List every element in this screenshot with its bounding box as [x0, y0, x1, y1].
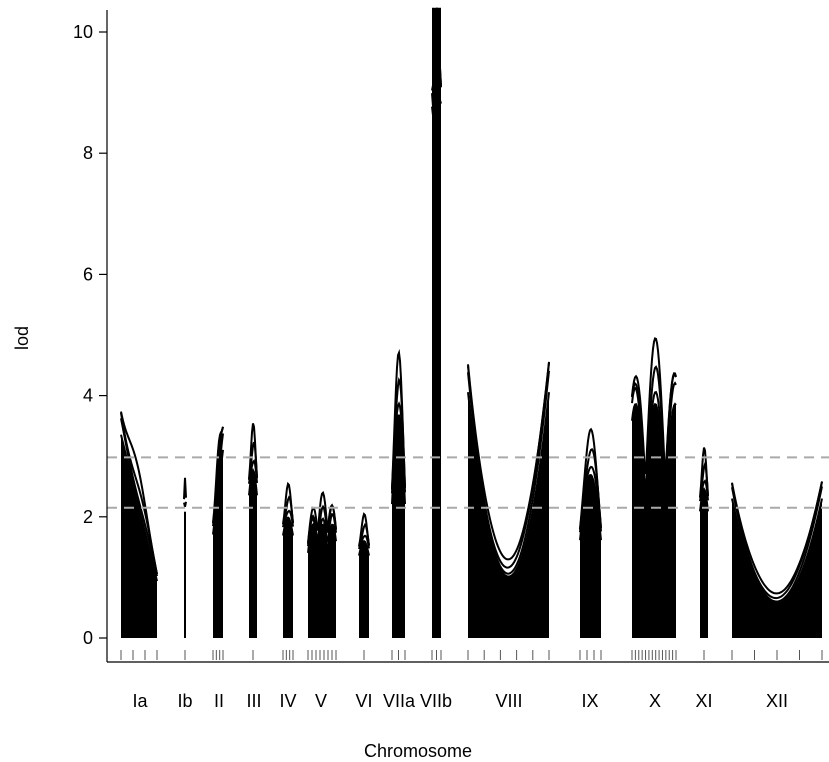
chromosome-label-XI: XI [695, 691, 712, 711]
chromosome-label-Ib: Ib [177, 691, 192, 711]
y-tick-label-6: 6 [83, 264, 93, 284]
chromosome-label-III: III [246, 691, 261, 711]
chromosome-profile-Ia [120, 411, 158, 638]
lod-curve-VIII-3 [467, 362, 550, 561]
chromosome-profile-X [631, 337, 677, 638]
lod-curve-XI-0 [699, 487, 709, 512]
profile-fill-II [213, 449, 223, 638]
chromosome-profile-VIIb [431, 7, 442, 638]
profile-fill-VIIa [392, 415, 405, 638]
x-axis-label: Chromosome [364, 741, 472, 761]
chromosome-label-VIIa: VIIa [383, 691, 416, 711]
chromosome-label-VIII: VIII [495, 691, 522, 711]
spike-VIIb [432, 7, 441, 638]
profile-fill-IV [283, 517, 293, 638]
chromosome-labels: Ia Ib II III IV V VI VIIa VIIb VIII IX X XI XII [132, 691, 788, 711]
chromosome-profile-XII [731, 481, 823, 638]
y-tick-label-10: 10 [73, 22, 93, 42]
lod-curve-VIIa-3 [391, 348, 406, 489]
lod-curve-Ia-3 [120, 411, 158, 575]
profile-fill-X [632, 404, 676, 638]
lod-curve-IV-0 [282, 516, 294, 536]
profile-fill-VIII [468, 392, 549, 638]
chromosome-label-Ia: Ia [132, 691, 148, 711]
y-tick-label-8: 8 [83, 143, 93, 163]
marker-rug [120, 650, 823, 660]
lod-curve-II-3 [212, 426, 224, 523]
chromosome-profile-IV [282, 481, 294, 638]
chromosome-label-X: X [649, 691, 661, 711]
chromosome-label-IX: IX [581, 691, 598, 711]
chromosome-profile-XI [699, 447, 709, 638]
lod-curve-III-0 [248, 468, 258, 496]
lod-curve-XII-0 [731, 498, 823, 605]
chromosome-label-V: V [315, 691, 327, 711]
y-ticks: 0 2 4 6 8 10 [73, 22, 107, 648]
lod-curve-V-0 [307, 522, 337, 554]
profile-fill-III [249, 470, 257, 638]
lod-curve-Ib-1 [183, 501, 187, 508]
lod-curve-VI-0 [358, 539, 370, 556]
chromosome-profile-VIIa [391, 348, 406, 638]
lod-curve-V-3 [307, 490, 337, 544]
chromosome-label-II: II [214, 691, 224, 711]
chromosome-profile-VIII [467, 361, 550, 638]
y-tick-label-2: 2 [83, 507, 93, 527]
plot-area [120, 7, 823, 638]
chromosome-profile-V [307, 490, 337, 638]
chromosome-label-XII: XII [766, 691, 788, 711]
chromosome-profile-IX [579, 427, 602, 638]
lod-curve-XII-3 [731, 481, 823, 595]
lod-curve-IX-3 [579, 427, 602, 530]
threshold-lines [107, 456, 829, 509]
y-tick-label-4: 4 [83, 386, 93, 406]
profile-fill-XII [732, 498, 822, 638]
chromosome-profile-II [212, 426, 224, 638]
lod-curve-XI-3 [699, 447, 709, 498]
lod-curve-Ia-0 [120, 434, 158, 582]
chromosome-label-VI: VI [355, 691, 372, 711]
chromosome-label-IV: IV [279, 691, 296, 711]
lod-curve-III-3 [248, 423, 258, 480]
lod-curve-X-3 [631, 337, 677, 476]
lod-curve-IV-3 [282, 481, 294, 525]
y-axis-label: lod [12, 326, 32, 350]
profile-fill-VI [359, 541, 369, 638]
chromosome-profile-Ib [183, 477, 187, 638]
y-tick-label-0: 0 [83, 628, 93, 648]
profile-fill-Ia [121, 434, 157, 638]
lod-curve-V-1 [307, 513, 337, 548]
profile-fill-Ib [184, 512, 186, 638]
profile-fill-IX [580, 475, 601, 638]
axes [106, 10, 829, 663]
lod-curve-VI-3 [358, 512, 370, 547]
profile-fill-XI [700, 489, 708, 638]
chromosome-profile-III [248, 423, 258, 638]
lod-curve-Ib-3 [183, 477, 187, 499]
chromosome-label-VIIb: VIIb [420, 691, 452, 711]
profile-fill-V [308, 524, 336, 638]
lod-curve-VIII-0 [467, 392, 550, 578]
chromosome-profile-VI [358, 512, 370, 638]
